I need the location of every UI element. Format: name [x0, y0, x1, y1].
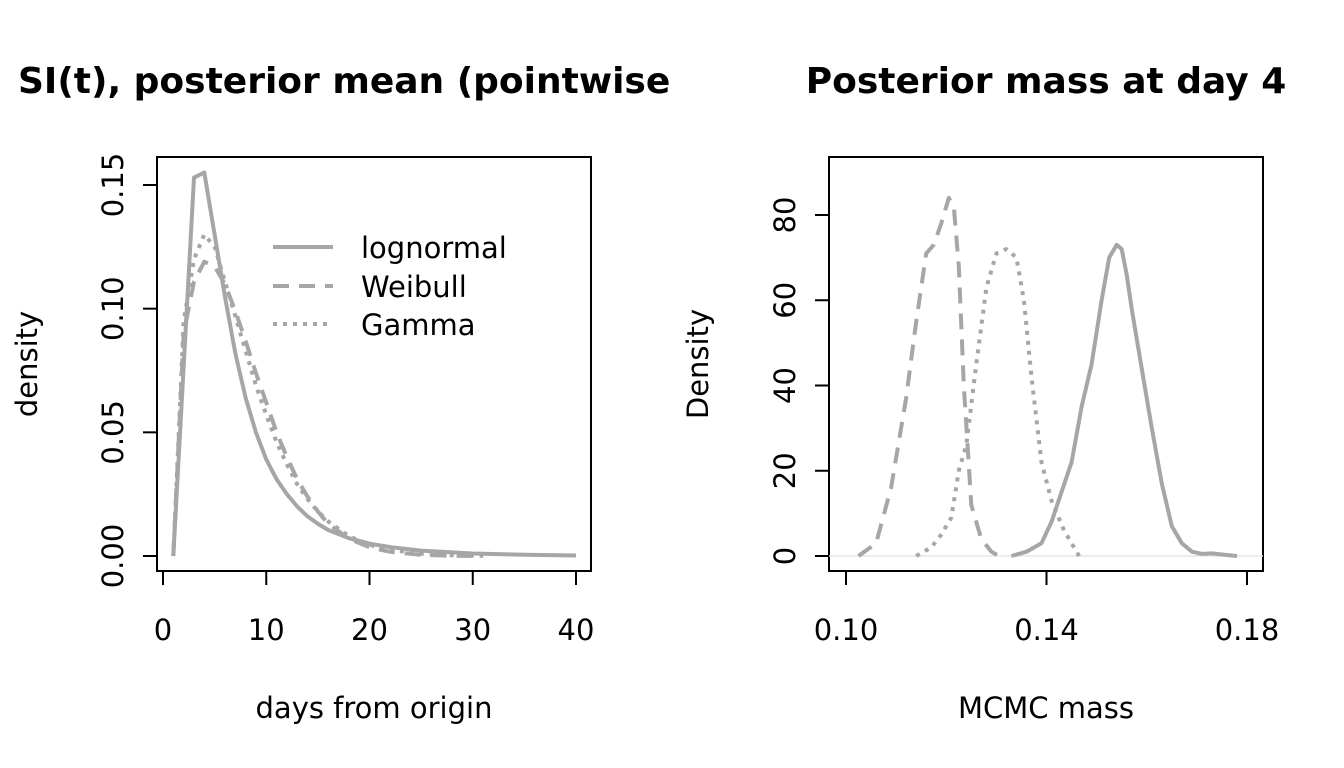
- left-y-tick-label: 0.00: [96, 524, 130, 589]
- left-chart-title: SI(t), posterior mean (pointwise): [18, 61, 687, 102]
- right-y-axis-label: Density: [681, 309, 715, 419]
- right-x-ticks: 0.10 0.14 0.18: [814, 571, 1280, 647]
- right-x-axis-label: MCMC mass: [958, 691, 1134, 725]
- right-series-dashed-line: [857, 195, 1000, 558]
- left-y-tick-label: 0.15: [96, 153, 130, 218]
- right-chart-title: Posterior mass at day 4: [806, 61, 1287, 102]
- left-series-lines: [171, 170, 577, 558]
- legend-label-weibull: Weibull: [361, 270, 467, 304]
- right-y-tick-label: 0: [768, 547, 802, 565]
- left-x-tick-label: 30: [454, 613, 491, 647]
- right-y-ticks: 0 20 40 60 80: [768, 197, 829, 565]
- left-y-tick-label: 0.10: [96, 276, 130, 341]
- left-x-axis-label: days from origin: [256, 691, 493, 725]
- legend-label-gamma: Gamma: [361, 308, 476, 342]
- right-series-solid-line: [1010, 242, 1238, 558]
- right-x-tick-label: 0.10: [814, 613, 879, 647]
- right-y-tick-label: 80: [768, 197, 802, 234]
- left-x-tick-label: 40: [558, 613, 595, 647]
- left-series-solid-line: [171, 170, 577, 558]
- left-series-dashed-line: [171, 259, 484, 558]
- legend-item-weibull: Weibull: [273, 270, 467, 304]
- left-series-dotted-line: [171, 232, 484, 558]
- right-plot-box: [828, 156, 1264, 572]
- right-y-tick-label: 40: [768, 367, 802, 404]
- right-panel: Posterior mass at day 4 0.10 0.14 0.18 0 20…: [681, 61, 1286, 725]
- right-x-tick-label: 0.14: [1014, 613, 1079, 647]
- left-x-tick-label: 0: [154, 613, 172, 647]
- right-density-lines: [857, 195, 1238, 558]
- left-x-tick-label: 10: [248, 613, 285, 647]
- left-y-axis-label: density: [10, 311, 44, 417]
- left-y-ticks: 0.00 0.05 0.10 0.15: [96, 153, 157, 589]
- left-x-ticks: 0 10 20 30 40: [154, 571, 595, 647]
- legend-item-lognormal: lognormal: [273, 231, 507, 265]
- right-x-tick-label: 0.18: [1215, 613, 1280, 647]
- legend-label-lognormal: lognormal: [361, 231, 507, 265]
- left-plot-box: [156, 156, 592, 572]
- left-x-tick-label: 20: [351, 613, 388, 647]
- left-panel: SI(t), posterior mean (pointwise) 0 10 20 3…: [10, 61, 687, 725]
- right-series-dotted-line: [915, 247, 1081, 558]
- right-y-tick-label: 60: [768, 282, 802, 319]
- right-y-tick-label: 20: [768, 452, 802, 489]
- left-y-tick-label: 0.05: [96, 400, 130, 465]
- legend-item-gamma: Gamma: [273, 308, 476, 342]
- legend: lognormal Weibull Gamma: [273, 231, 507, 342]
